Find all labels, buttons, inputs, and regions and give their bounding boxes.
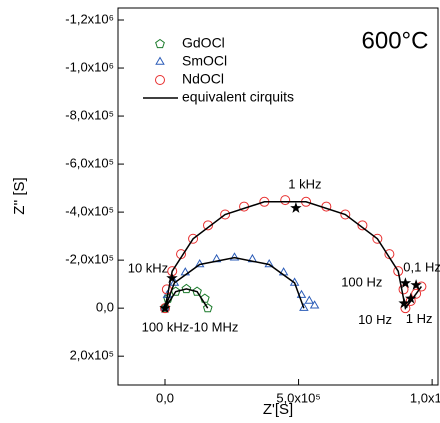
frequency-label: 1 Hz	[406, 311, 433, 326]
y-tick-label: 0,0	[96, 300, 114, 315]
data-point	[296, 289, 307, 298]
data-point	[181, 283, 192, 294]
data-point	[393, 266, 404, 277]
data-point	[280, 195, 291, 206]
y-tick-label: -2,0x10⁵	[65, 252, 114, 267]
frequency-label: 1 kHz	[288, 176, 321, 191]
data-point	[194, 259, 205, 268]
y-tick-label: -4,0x10⁵	[65, 204, 114, 219]
frequency-star	[398, 297, 410, 309]
y-tick-label: -1,0x10⁶	[65, 59, 114, 74]
data-point	[411, 288, 422, 299]
data-point	[203, 220, 214, 231]
plot-frame	[117, 7, 439, 386]
legend-label: GdOCl	[182, 35, 225, 51]
y-tick-label: -8,0x10⁵	[65, 107, 114, 122]
data-point	[220, 209, 231, 220]
x-tick-label: 1,0x10⁶	[410, 390, 440, 405]
frequency-star	[399, 277, 412, 288]
data-point	[340, 209, 351, 220]
frequency-label: 10 kHz	[128, 261, 168, 276]
data-point	[309, 300, 320, 309]
temperature-annotation: 600°C	[362, 27, 429, 54]
frequency-star	[290, 202, 302, 213]
frequency-label: 10 Hz	[358, 312, 392, 327]
legend-marker	[155, 38, 165, 49]
data-point	[192, 286, 202, 296]
frequency-star	[159, 302, 171, 313]
x-axis-label: Z'[S]	[263, 401, 293, 418]
frequency-star	[405, 292, 417, 304]
legend-label: equivalent cirquits	[182, 89, 294, 105]
fit-line	[164, 201, 423, 311]
data-point	[264, 259, 274, 268]
data-point	[299, 302, 309, 311]
data-point	[188, 233, 199, 244]
y-tick-label: -1,2x10⁶	[65, 11, 114, 26]
legend-label: NdOCl	[182, 71, 224, 87]
data-point	[278, 267, 289, 276]
y-tick-label: 2,0x10⁵	[70, 348, 114, 363]
frequency-label: 100 kHz-10 MHz	[142, 320, 239, 335]
legend-label: SmOCl	[182, 53, 227, 69]
legend-marker	[155, 75, 165, 85]
frequency-label: 0,1 Hz	[403, 260, 440, 275]
frequency-label: 100 Hz	[341, 275, 382, 290]
y-tick-label: -6,0x10⁵	[65, 156, 114, 171]
data-point	[202, 303, 213, 313]
frequency-star	[410, 279, 422, 290]
x-tick-label: 5,0x10⁵	[276, 390, 320, 405]
data-point	[304, 295, 314, 304]
data-point	[357, 220, 368, 231]
data-point	[229, 252, 240, 261]
frequency-star	[166, 272, 178, 283]
legend-marker	[155, 56, 165, 65]
y-axis-label: Z'' [S]	[11, 177, 28, 214]
x-tick-label: 0,0	[156, 390, 174, 405]
data-point	[372, 233, 383, 244]
